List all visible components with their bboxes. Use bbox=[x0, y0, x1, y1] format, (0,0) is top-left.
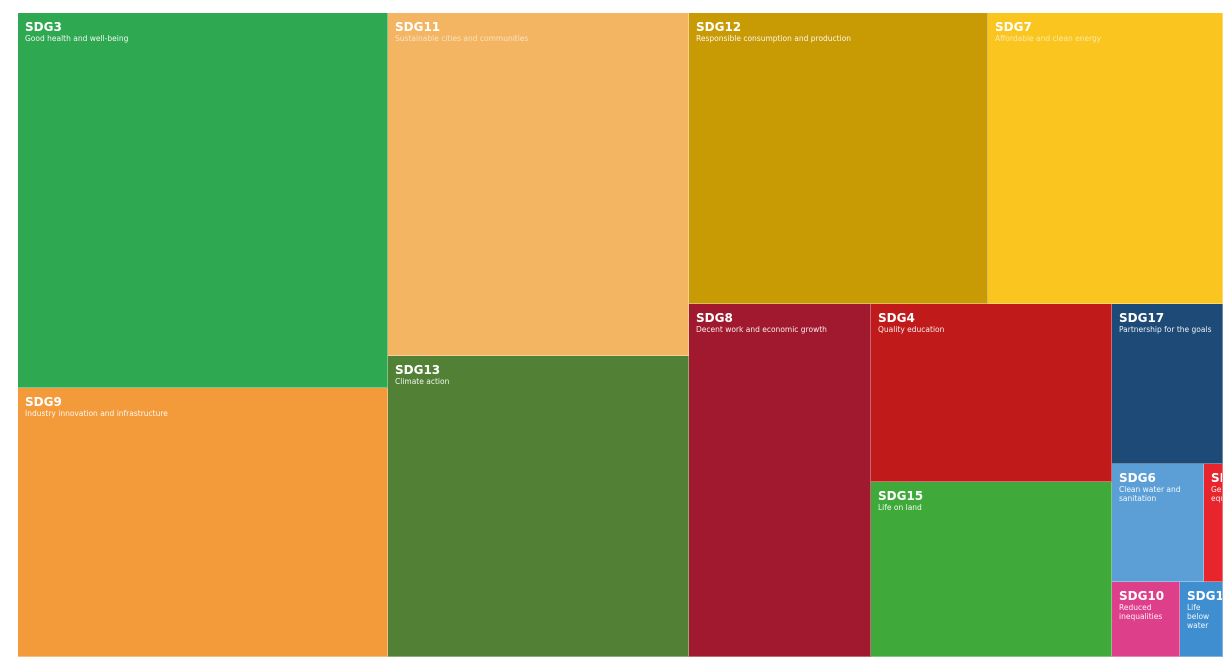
treemap-tile-sdg9[interactable]: SDG9 Industry innovation and infrastructu… bbox=[18, 388, 388, 657]
treemap-chart: SDG3 Good health and well-being SDG9 Indust… bbox=[18, 13, 1223, 657]
tile-description-label: Climate action bbox=[395, 377, 450, 386]
tile-code-label: SDG17 bbox=[1119, 311, 1165, 325]
tile-code-label: SDG12 bbox=[696, 20, 742, 34]
treemap-tile-sdg4[interactable]: SDG4 Quality education bbox=[871, 304, 1112, 482]
tile-code-label: SDG14 bbox=[1187, 589, 1223, 603]
tile-description-label: Responsible consumption and production bbox=[696, 34, 852, 43]
treemap-tile-sdg13[interactable]: SDG13 Climate action bbox=[388, 356, 689, 657]
treemap-tile-sdg11[interactable]: SDG11 Sustainable cities and communities bbox=[388, 13, 689, 356]
tile-description-label: Clean water and sanitation bbox=[1119, 485, 1181, 503]
tile-code-label: SDG5 bbox=[1211, 471, 1222, 485]
tile-code-label: SDG3 bbox=[25, 20, 62, 34]
tile-description-label: Affordable and clean energy bbox=[995, 34, 1102, 43]
treemap-tile-sdg3[interactable]: SDG3 Good health and well-being bbox=[18, 13, 388, 388]
treemap-tile-sdg12[interactable]: SDG12 Responsible consumption and product… bbox=[689, 13, 988, 304]
treemap-tile-sdg14[interactable]: SDG14Life below water bbox=[1180, 582, 1223, 657]
tile-description-label: Good health and well-being bbox=[25, 34, 129, 43]
tile-description-label: Gender equality bbox=[1211, 485, 1222, 503]
tile-code-label: SDG7 bbox=[995, 20, 1032, 34]
tile-code-label: SDG8 bbox=[696, 311, 733, 325]
tile-description-label: Industry innovation and infrastructure bbox=[25, 409, 168, 418]
treemap-tile-sdg17[interactable]: SDG17 Partnership for the goals bbox=[1112, 304, 1223, 464]
tile-description-label: Quality education bbox=[878, 325, 945, 334]
tile-description-label: Life on land bbox=[878, 503, 922, 512]
treemap-tile-sdg8[interactable]: SDG8 Decent work and economic growth bbox=[689, 304, 871, 657]
tile-code-label: SDG11 bbox=[395, 20, 441, 34]
tile-code-label: SDG13 bbox=[395, 363, 441, 377]
treemap-tile-sdg5[interactable]: SDG5Gender equality bbox=[1204, 464, 1223, 582]
tile-code-label: SDG4 bbox=[878, 311, 915, 325]
treemap-tile-sdg10[interactable]: SDG10 Reduced inequalities bbox=[1112, 582, 1180, 657]
tile-description-label: Sustainable cities and communities bbox=[395, 34, 529, 43]
tile-code-label: SDG9 bbox=[25, 395, 62, 409]
tile-description-label: Decent work and economic growth bbox=[696, 325, 827, 334]
tile-description-label: Reduced inequalities bbox=[1119, 603, 1163, 621]
tile-code-label: SDG10 bbox=[1119, 589, 1165, 603]
tile-description-label: Life below water bbox=[1187, 603, 1210, 630]
tile-code-label: SDG6 bbox=[1119, 471, 1156, 485]
treemap-tile-sdg7[interactable]: SDG7 Affordable and clean energy bbox=[988, 13, 1223, 304]
tile-description-label: Partnership for the goals bbox=[1119, 325, 1212, 334]
tile-code-label: SDG15 bbox=[878, 489, 924, 503]
treemap-tile-sdg15[interactable]: SDG15 Life on land bbox=[871, 482, 1112, 657]
treemap-tile-sdg6[interactable]: SDG6 Clean water and sanitation bbox=[1112, 464, 1204, 582]
